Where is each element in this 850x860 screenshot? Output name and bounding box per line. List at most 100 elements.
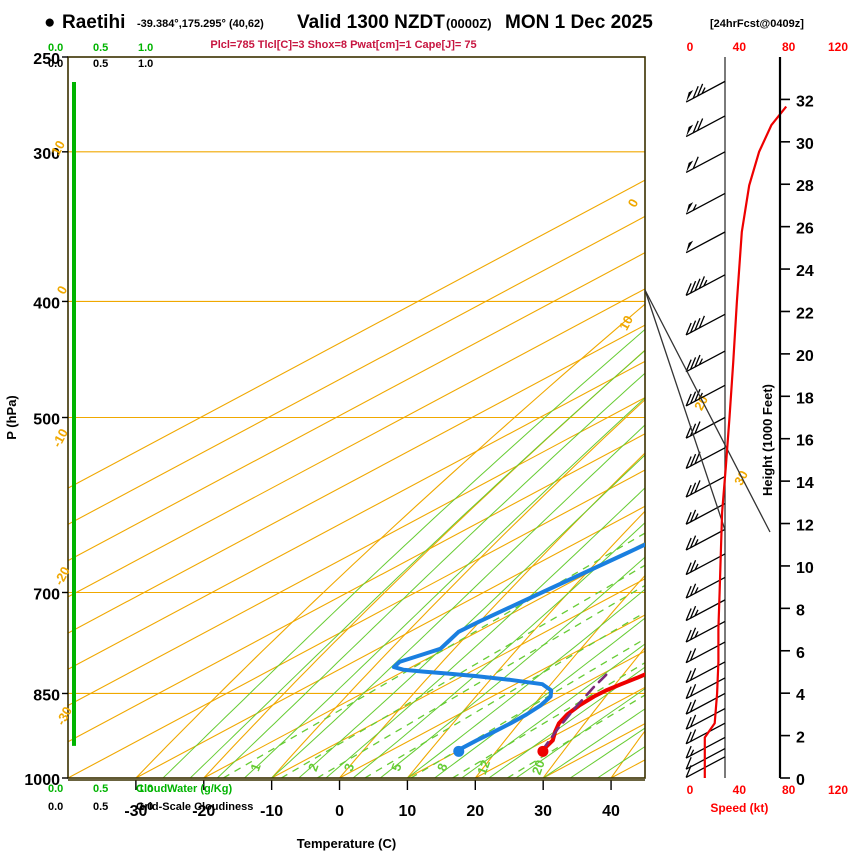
wind-barb-pennant: [686, 160, 694, 173]
wind-barb-full: [698, 315, 705, 329]
moist-adiabat-line: [271, 424, 645, 778]
wind-barb-full: [689, 509, 697, 523]
speed-tick-top: 80: [782, 40, 796, 54]
sounding-curve-dewpoint: [391, 542, 645, 754]
wind-barb-half: [694, 563, 699, 571]
wind-barb-full: [685, 537, 692, 551]
wind-barb-full: [685, 608, 692, 621]
wind-barb-full: [689, 391, 697, 404]
wind-barb-full: [689, 535, 697, 548]
cloudwater-axis-label: CloudWater (g/Kg): [136, 783, 232, 795]
wind-barb-full: [689, 714, 697, 728]
height-tick-label: 4: [796, 687, 805, 704]
isotherm-line: [68, 252, 645, 562]
isotherm-line: [68, 396, 645, 707]
wind-barb-shaft: [685, 692, 726, 715]
station-coords: -39.384°,175.295° (40,62): [137, 18, 264, 30]
dry-adiabat-label: -20: [51, 564, 73, 588]
moist-adiabat-line: [515, 688, 645, 778]
pressure-axis-label: P (hPa): [4, 395, 19, 440]
wind-barb-full: [689, 605, 697, 619]
valid-time-z: (0000Z): [446, 16, 492, 31]
cloudiness-bottom-tick: 0.5: [93, 801, 108, 813]
wind-barb-full: [685, 359, 692, 372]
wind-barb-shaft: [685, 553, 726, 576]
height-tick-label: 2: [796, 730, 805, 747]
pressure-tick-label: 250: [33, 51, 60, 68]
cloudiness-bottom-tick: 0.0: [48, 801, 63, 813]
wind-barb-full: [694, 354, 701, 368]
isotherm-line: [68, 324, 645, 634]
height-tick-label: 32: [796, 93, 814, 110]
isotherm-line: [68, 469, 645, 778]
wind-barb-shaft: [685, 80, 726, 103]
height-tick-label: 12: [796, 518, 814, 535]
dry-adiabat-label: -30: [53, 704, 75, 728]
height-tick-label: 20: [796, 348, 814, 365]
moist-adiabat-line: [325, 487, 645, 778]
height-tick-label: 16: [796, 433, 814, 450]
marker-surface-dewpoint: [453, 745, 465, 757]
valid-time: Valid 1300 NZDT: [297, 12, 445, 33]
height-tick-label: 24: [796, 263, 814, 280]
sounding-curve-parcel: [540, 673, 608, 753]
wind-barb-full: [685, 756, 692, 770]
wind-barb-pennant: [686, 202, 694, 215]
dry-adiabat-label: 30: [731, 468, 751, 488]
wind-barb-full: [685, 283, 692, 296]
wind-barb-full: [689, 668, 697, 681]
wind-barb-half: [694, 539, 699, 546]
pressure-tick-label: 850: [33, 687, 60, 704]
moist-adiabat-line: [162, 328, 645, 778]
wind-barb-full: [685, 585, 692, 599]
wind-barb-full: [697, 83, 704, 97]
isotherm-line: [407, 650, 645, 778]
sounding-layer: [391, 542, 645, 757]
moist-adiabat-line: [244, 397, 645, 778]
wind-barb-full: [685, 456, 692, 469]
wind-barb-full: [685, 511, 692, 525]
wind-barb-full: [692, 86, 699, 99]
wind-barb-shaft: [685, 475, 726, 498]
speed-tick-top: 0: [687, 40, 694, 54]
cloudiness-top-tick: 0.5: [93, 58, 108, 70]
mixing-ratio-label: 1: [247, 761, 264, 773]
moist-adiabat-line: [298, 454, 645, 778]
moist-adiabat-line: [216, 372, 645, 778]
temperature-tick-label: 20: [466, 803, 484, 820]
wind-barb-full: [685, 484, 692, 498]
wind-barb-full: [685, 629, 692, 643]
wind-barb-full: [694, 317, 701, 331]
pressure-tick-label: 500: [33, 412, 60, 429]
temperature-tick-label: -10: [260, 803, 283, 820]
mixing-ratio-line: [280, 564, 645, 778]
height-tick-label: 10: [796, 560, 814, 577]
moist-adiabat-line: [488, 666, 645, 778]
wind-barb-full: [689, 320, 697, 333]
wind-barb-shaft: [685, 313, 726, 336]
wind-barb-full: [694, 278, 701, 291]
wind-barb-half: [694, 609, 699, 617]
wind-barb-half: [694, 631, 699, 638]
pressure-tick-label: 1000: [24, 772, 60, 789]
wind-barb-half: [689, 749, 695, 757]
dry-adiabat-line: [135, 303, 645, 778]
wind-barb-shaft: [685, 192, 726, 215]
pressure-tick-label: 300: [33, 146, 60, 163]
temperature-tick-label: -30: [124, 803, 147, 820]
wind-barb-half: [703, 279, 708, 287]
speed-tick-bottom: 120: [828, 783, 848, 797]
wind-barb-shaft: [685, 115, 726, 138]
mixing-ratio-line: [410, 637, 645, 778]
wind-barb-full: [689, 357, 697, 370]
valid-date: MON 1 Dec 2025: [505, 12, 653, 33]
wind-barb-pennant: [686, 240, 694, 253]
isotherm-line: [339, 614, 645, 778]
wind-barb-full: [689, 482, 697, 496]
mixing-ratio-line: [452, 661, 645, 778]
marker-surface-temperature: [537, 745, 549, 757]
dry-adiabat-line: [474, 574, 645, 778]
wind-barb-shaft: [685, 528, 726, 551]
pressure-tick-label: 700: [33, 586, 60, 603]
temperature-tick-label: 40: [602, 803, 620, 820]
